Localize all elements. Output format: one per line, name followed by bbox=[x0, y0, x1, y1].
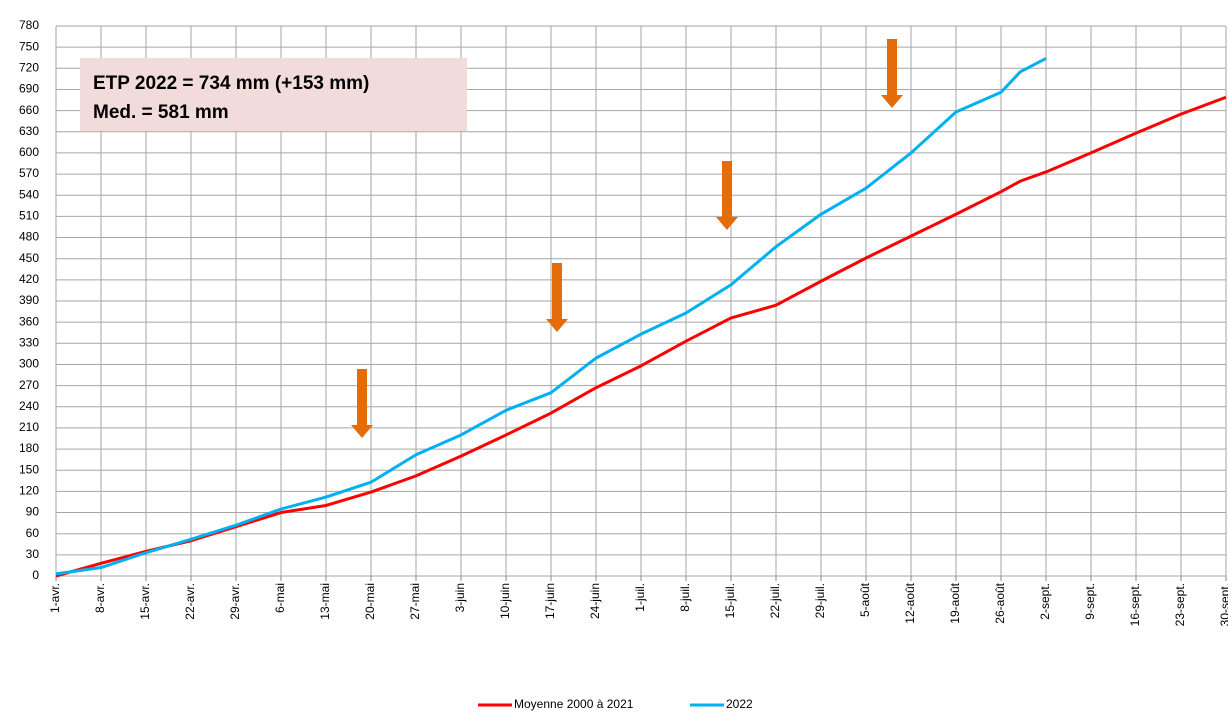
arrows bbox=[351, 39, 903, 438]
legend-label: 2022 bbox=[726, 697, 753, 711]
y-tick-label: 270 bbox=[19, 378, 39, 392]
x-tick-label: 1-juil. bbox=[633, 583, 647, 612]
arrow bbox=[351, 369, 373, 438]
x-tick-label: 8-juil. bbox=[678, 583, 692, 612]
x-tick-label: 12-août bbox=[903, 582, 917, 623]
y-tick-label: 780 bbox=[19, 18, 39, 32]
y-tick-label: 450 bbox=[19, 251, 39, 265]
x-tick-label: 8-avr. bbox=[93, 583, 107, 613]
x-tick-label: 13-mai bbox=[318, 583, 332, 620]
y-tick-label: 300 bbox=[19, 357, 39, 371]
x-tick-label: 29-juil. bbox=[813, 583, 827, 618]
x-tick-label: 16-sept. bbox=[1128, 583, 1142, 626]
y-tick-label: 720 bbox=[19, 60, 39, 74]
y-tick-label: 390 bbox=[19, 293, 39, 307]
x-tick-label: 10-juin bbox=[498, 583, 512, 619]
y-tick-label: 570 bbox=[19, 166, 39, 180]
y-tick-label: 180 bbox=[19, 441, 39, 455]
y-tick-label: 360 bbox=[19, 314, 39, 328]
y-tick-label: 690 bbox=[19, 82, 39, 96]
x-tick-label: 30-sept. bbox=[1218, 583, 1228, 626]
y-tick-label: 150 bbox=[19, 462, 39, 476]
x-tick-label: 5-août bbox=[858, 582, 872, 617]
y-tick-label: 30 bbox=[26, 547, 40, 561]
legend: Moyenne 2000 à 2021 2022 bbox=[478, 697, 753, 711]
y-tick-label: 60 bbox=[26, 526, 40, 540]
annotation: ETP 2022 = 734 mm (+153 mm) bbox=[93, 73, 369, 94]
x-tick-label: 15-juil. bbox=[723, 583, 737, 618]
arrow bbox=[546, 263, 568, 332]
x-tick-label: 17-juin bbox=[543, 583, 557, 619]
y-tick-label: 750 bbox=[19, 39, 39, 53]
x-tick-label: 19-août bbox=[948, 582, 962, 623]
arrow bbox=[881, 39, 903, 108]
y-tick-label: 630 bbox=[19, 124, 39, 138]
y-tick-label: 420 bbox=[19, 272, 39, 286]
annotation: Med. = 581 mm bbox=[93, 102, 229, 123]
x-tick-label: 24-juin bbox=[588, 583, 602, 619]
x-tick-label: 20-mai bbox=[363, 583, 377, 620]
x-tick-label: 9-sept. bbox=[1083, 583, 1097, 620]
x-tick-label: 23-sept. bbox=[1173, 583, 1187, 626]
x-tick-label: 22-avr. bbox=[183, 583, 197, 620]
y-tick-label: 210 bbox=[19, 420, 39, 434]
series-line bbox=[55, 57, 1047, 576]
y-tick-label: 660 bbox=[19, 103, 39, 117]
y-tick-label: 0 bbox=[32, 568, 39, 582]
y-tick-label: 600 bbox=[19, 145, 39, 159]
y-tick-label: 240 bbox=[19, 399, 39, 413]
y-tick-label: 120 bbox=[19, 484, 39, 498]
x-tick-label: 22-juil. bbox=[768, 583, 782, 618]
y-tick-label: 90 bbox=[26, 505, 40, 519]
x-tick-label: 6-mai bbox=[273, 583, 287, 613]
x-tick-label: 29-avr. bbox=[228, 583, 242, 620]
x-tick-label: 2-sept. bbox=[1038, 583, 1052, 620]
y-tick-label: 330 bbox=[19, 335, 39, 349]
x-tick-label: 3-juin bbox=[453, 583, 467, 612]
x-tick-label: 1-avr. bbox=[48, 583, 62, 613]
x-tick-label: 27-mai bbox=[408, 583, 422, 620]
annotation-box bbox=[80, 58, 467, 131]
lines bbox=[55, 57, 1227, 578]
y-tick-label: 480 bbox=[19, 230, 39, 244]
x-tick-label: 15-avr. bbox=[138, 583, 152, 620]
legend-label: Moyenne 2000 à 2021 bbox=[514, 697, 634, 711]
arrow bbox=[716, 161, 738, 230]
y-tick-label: 540 bbox=[19, 187, 39, 201]
y-tick-label: 510 bbox=[19, 209, 39, 223]
series-line bbox=[55, 95, 1227, 578]
x-tick-label: 26-août bbox=[993, 582, 1007, 623]
